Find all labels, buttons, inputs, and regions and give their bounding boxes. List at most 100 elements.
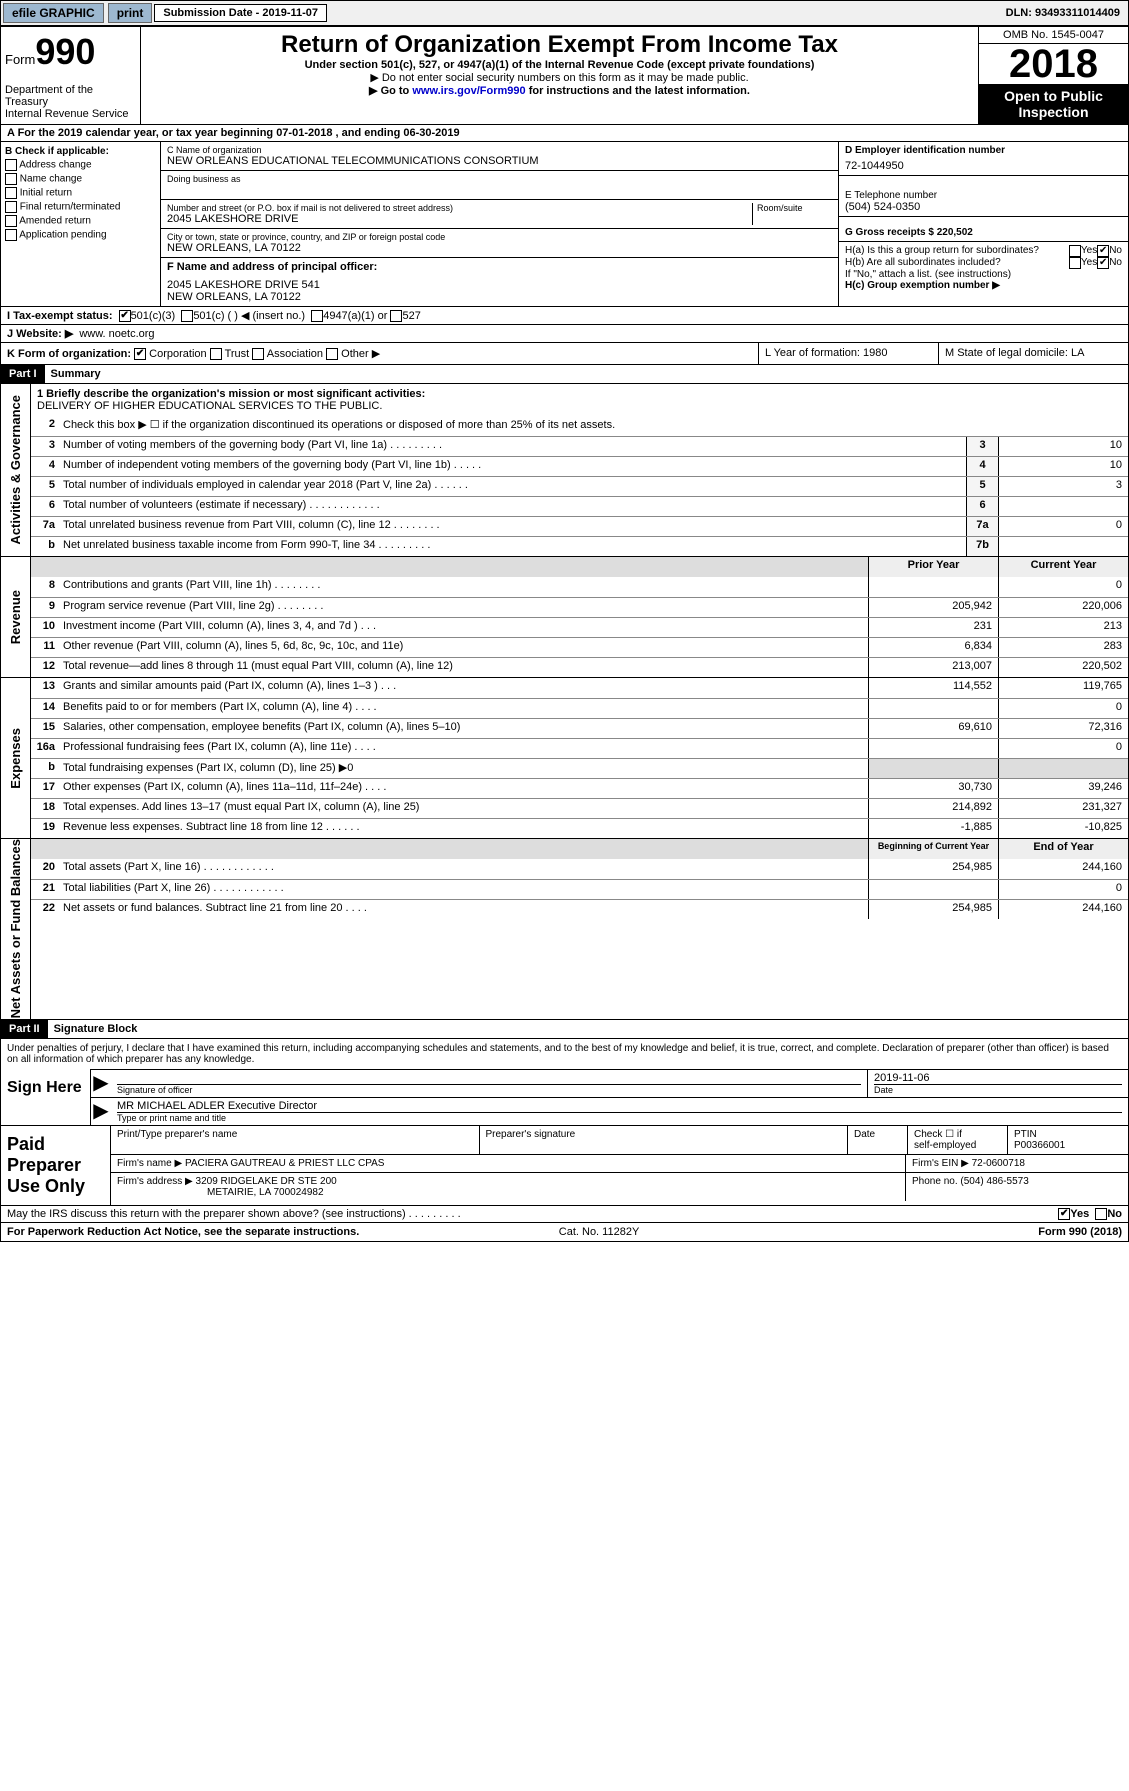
table-row: 14Benefits paid to or for members (Part …	[31, 698, 1128, 718]
top-toolbar: efile GRAPHIC print Submission Date - 20…	[0, 0, 1129, 26]
chk-assoc[interactable]	[252, 348, 264, 360]
mission-label: 1 Briefly describe the organization's mi…	[37, 388, 1122, 400]
efile-button[interactable]: efile GRAPHIC	[3, 3, 104, 23]
prep-sig-hdr: Preparer's signature	[480, 1126, 849, 1154]
part1-bar: Part I Summary	[0, 365, 1129, 384]
summary-line: 6Total number of volunteers (estimate if…	[31, 496, 1128, 516]
part2-bar: Part II Signature Block	[0, 1020, 1129, 1039]
summary-line: 2Check this box ▶ ☐ if the organization …	[31, 416, 1128, 436]
paid-preparer-section: Paid Preparer Use Only Print/Type prepar…	[0, 1126, 1129, 1206]
side-label-revenue: Revenue	[8, 590, 23, 644]
form-title: Return of Organization Exempt From Incom…	[145, 31, 974, 59]
arrow-icon: ▶	[91, 1098, 111, 1125]
firm-address: Firm's address ▶ 3209 RIDGELAKE DR STE 2…	[111, 1173, 906, 1201]
prep-self-emp: Check ☐ ifself-employed	[908, 1126, 1008, 1154]
table-row: bTotal fundraising expenses (Part IX, co…	[31, 758, 1128, 778]
tel-cell: E Telephone number (504) 524-0350	[839, 176, 1128, 217]
chk-app-pending[interactable]: Application pending	[5, 229, 156, 241]
table-row: 16aProfessional fundraising fees (Part I…	[31, 738, 1128, 758]
form-header: Form990 Department of the Treasury Inter…	[0, 26, 1129, 125]
firm-ein: Firm's EIN ▶ 72-0600718	[906, 1155, 1128, 1172]
summary-line: 3Number of voting members of the governi…	[31, 436, 1128, 456]
officer-row: F Name and address of principal officer:…	[161, 258, 838, 306]
end-year-hdr: End of Year	[998, 839, 1128, 859]
chk-discuss-no[interactable]	[1095, 1208, 1107, 1220]
chk-4947[interactable]	[311, 310, 323, 322]
col-b-checkboxes: B Check if applicable: Address change Na…	[1, 142, 161, 306]
prep-ptin: PTINP00366001	[1008, 1126, 1128, 1154]
netassets-section: Net Assets or Fund Balances Beginning of…	[0, 839, 1129, 1019]
chk-other[interactable]	[326, 348, 338, 360]
prior-year-hdr: Prior Year	[868, 557, 998, 577]
row-j-website: J Website: ▶ www. noetc.org	[0, 325, 1129, 343]
chk-corp[interactable]: ✔	[134, 348, 146, 360]
activities-governance: Activities & Governance 1 Briefly descri…	[0, 384, 1129, 557]
year-formation: L Year of formation: 1980	[758, 343, 938, 364]
perjury-text: Under penalties of perjury, I declare th…	[1, 1039, 1128, 1069]
address-row: Number and street (or P.O. box if mail i…	[161, 200, 838, 229]
state-domicile: M State of legal domicile: LA	[938, 343, 1128, 364]
org-name-row: C Name of organization NEW ORLEANS EDUCA…	[161, 142, 838, 171]
sig-date: 2019-11-06	[874, 1072, 1122, 1084]
org-info-section: B Check if applicable: Address change Na…	[0, 142, 1129, 307]
firm-name: Firm's name ▶ PACIERA GAUTREAU & PRIEST …	[111, 1155, 906, 1172]
chk-527[interactable]	[390, 310, 402, 322]
print-button[interactable]: print	[108, 3, 153, 23]
summary-line: 4Number of independent voting members of…	[31, 456, 1128, 476]
irs-link[interactable]: www.irs.gov/Form990	[412, 85, 525, 97]
table-row: 20Total assets (Part X, line 16) . . . .…	[31, 859, 1128, 879]
form-number: Form990	[5, 31, 136, 73]
row-klm: K Form of organization: ✔ Corporation Tr…	[0, 343, 1129, 365]
arrow-icon: ▶	[91, 1070, 111, 1097]
form-subtitle-1: Under section 501(c), 527, or 4947(a)(1)…	[145, 59, 974, 71]
table-row: 15Salaries, other compensation, employee…	[31, 718, 1128, 738]
ein-cell: D Employer identification number 72-1044…	[839, 142, 1128, 176]
firm-phone: Phone no. (504) 486-5573	[906, 1173, 1128, 1201]
tax-year: 2018	[979, 44, 1128, 84]
officer-name: MR MICHAEL ADLER Executive Director	[117, 1100, 1122, 1112]
side-label-expenses: Expenses	[8, 728, 23, 789]
chk-discuss-yes[interactable]: ✔	[1058, 1208, 1070, 1220]
chk-amended[interactable]: Amended return	[5, 215, 156, 227]
chk-501c[interactable]	[181, 310, 193, 322]
footer: For Paperwork Reduction Act Notice, see …	[0, 1223, 1129, 1242]
prep-date-hdr: Date	[848, 1126, 908, 1154]
table-row: 22Net assets or fund balances. Subtract …	[31, 899, 1128, 919]
table-row: 13Grants and similar amounts paid (Part …	[31, 678, 1128, 698]
table-row: 17Other expenses (Part IX, column (A), l…	[31, 778, 1128, 798]
officer-name-label: Type or print name and title	[117, 1112, 1122, 1123]
table-row: 11Other revenue (Part VIII, column (A), …	[31, 637, 1128, 657]
table-row: 10Investment income (Part VIII, column (…	[31, 617, 1128, 637]
table-row: 21Total liabilities (Part X, line 26) . …	[31, 879, 1128, 899]
summary-line: 5Total number of individuals employed in…	[31, 476, 1128, 496]
h-group-cell: H(a) Is this a group return for subordin…	[839, 242, 1128, 294]
website-value: www. noetc.org	[79, 328, 154, 340]
chk-address-change[interactable]: Address change	[5, 159, 156, 171]
open-public-badge: Open to Public Inspection	[979, 84, 1128, 124]
chk-initial-return[interactable]: Initial return	[5, 187, 156, 199]
chk-501c3[interactable]: ✔	[119, 310, 131, 322]
paid-preparer-label: Paid Preparer Use Only	[1, 1126, 111, 1205]
mission-text: DELIVERY OF HIGHER EDUCATIONAL SERVICES …	[37, 400, 1122, 412]
revenue-section: Revenue Prior Year Current Year 8Contrib…	[0, 557, 1129, 678]
chk-trust[interactable]	[210, 348, 222, 360]
submission-date: Submission Date - 2019-11-07	[154, 4, 327, 22]
sig-date-label: Date	[874, 1084, 1122, 1095]
dba-row: Doing business as	[161, 171, 838, 200]
table-row: 8Contributions and grants (Part VIII, li…	[31, 577, 1128, 597]
summary-line: 7aTotal unrelated business revenue from …	[31, 516, 1128, 536]
dept-treasury: Department of the Treasury Internal Reve…	[5, 84, 136, 120]
discuss-row: May the IRS discuss this return with the…	[0, 1206, 1129, 1223]
row-a-tax-year: A For the 2019 calendar year, or tax yea…	[0, 125, 1129, 142]
sign-here-label: Sign Here	[1, 1069, 91, 1125]
table-row: 19Revenue less expenses. Subtract line 1…	[31, 818, 1128, 838]
side-label-netassets: Net Assets or Fund Balances	[8, 839, 23, 1018]
expenses-section: Expenses 13Grants and similar amounts pa…	[0, 678, 1129, 839]
sig-officer-label: Signature of officer	[117, 1084, 861, 1095]
table-row: 12Total revenue—add lines 8 through 11 (…	[31, 657, 1128, 677]
city-row: City or town, state or province, country…	[161, 229, 838, 258]
chk-name-change[interactable]: Name change	[5, 173, 156, 185]
summary-line: bNet unrelated business taxable income f…	[31, 536, 1128, 556]
row-i-tax-status: I Tax-exempt status: ✔ 501(c)(3) 501(c) …	[0, 307, 1129, 325]
chk-final-return[interactable]: Final return/terminated	[5, 201, 156, 213]
